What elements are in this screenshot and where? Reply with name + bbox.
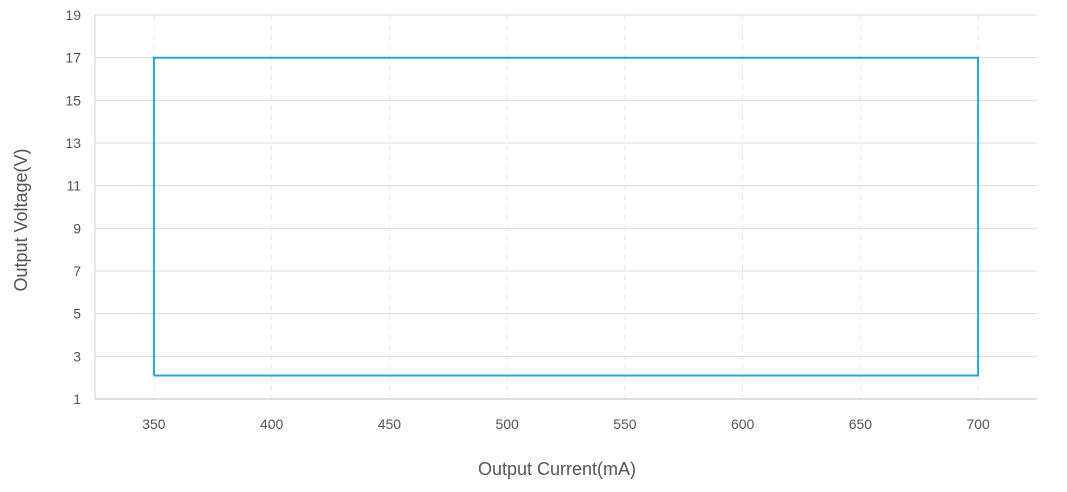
y-tick-label: 17 — [65, 50, 81, 66]
x-tick-label: 350 — [142, 416, 166, 432]
y-tick-label: 13 — [65, 135, 81, 151]
x-tick-label: 450 — [378, 416, 402, 432]
y-tick-label: 15 — [65, 92, 81, 108]
y-tick-label: 11 — [66, 178, 81, 194]
series-line-0 — [152, 56, 980, 377]
y-tick-label: 3 — [73, 348, 81, 364]
y-tick-label: 5 — [73, 306, 81, 322]
y-tick-label: 9 — [73, 220, 81, 236]
grid — [95, 14, 1037, 399]
x-tick-label: 600 — [731, 416, 755, 432]
y-axis-title: Output Voltage(V) — [11, 148, 31, 291]
y-tick-label: 7 — [73, 263, 81, 279]
x-tick-label: 400 — [260, 416, 284, 432]
axes — [94, 15, 1037, 400]
x-tick-label: 700 — [966, 416, 990, 432]
x-tick-label: 650 — [849, 416, 873, 432]
y-tick-label: 19 — [65, 7, 81, 23]
x-axis-title: Output Current(mA) — [478, 459, 636, 479]
plot-area — [152, 56, 980, 377]
x-tick-label: 550 — [613, 416, 637, 432]
x-tick-label: 500 — [495, 416, 519, 432]
y-tick-label: 1 — [73, 391, 81, 407]
